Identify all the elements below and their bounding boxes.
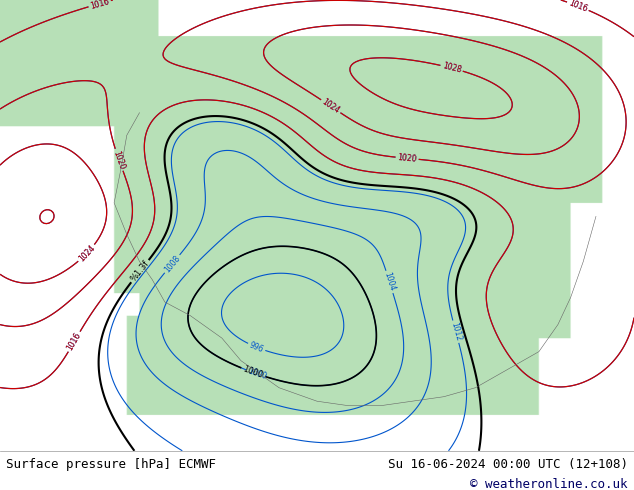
Text: 1024: 1024: [320, 97, 341, 115]
Text: Su 16-06-2024 00:00 UTC (12+108): Su 16-06-2024 00:00 UTC (12+108): [387, 458, 628, 471]
Text: 1000: 1000: [242, 365, 264, 380]
Text: 1020: 1020: [112, 149, 126, 171]
Text: Surface pressure [hPa] ECMWF: Surface pressure [hPa] ECMWF: [6, 458, 216, 471]
Text: 1028: 1028: [441, 61, 462, 75]
Text: 1004: 1004: [382, 271, 397, 293]
Text: 1020: 1020: [397, 153, 417, 164]
Text: 996: 996: [248, 340, 265, 354]
Text: 1016: 1016: [89, 0, 110, 10]
Text: 1016: 1016: [65, 331, 83, 352]
Text: 1024: 1024: [77, 243, 96, 263]
Text: 1012: 1012: [449, 321, 463, 342]
Text: 1020: 1020: [112, 149, 126, 171]
Text: 1016: 1016: [89, 0, 110, 10]
Text: 1024: 1024: [320, 97, 341, 115]
Text: 1028: 1028: [441, 61, 462, 75]
Text: 1008: 1008: [162, 254, 182, 274]
Text: © weatheronline.co.uk: © weatheronline.co.uk: [470, 478, 628, 490]
Text: 1000: 1000: [247, 367, 268, 381]
Text: 1024: 1024: [77, 243, 96, 263]
Text: 1016: 1016: [65, 331, 83, 352]
Text: 1016: 1016: [567, 0, 588, 14]
Text: 1020: 1020: [397, 153, 417, 164]
Text: %1.3f: %1.3f: [129, 259, 151, 283]
Text: 1016: 1016: [567, 0, 588, 14]
